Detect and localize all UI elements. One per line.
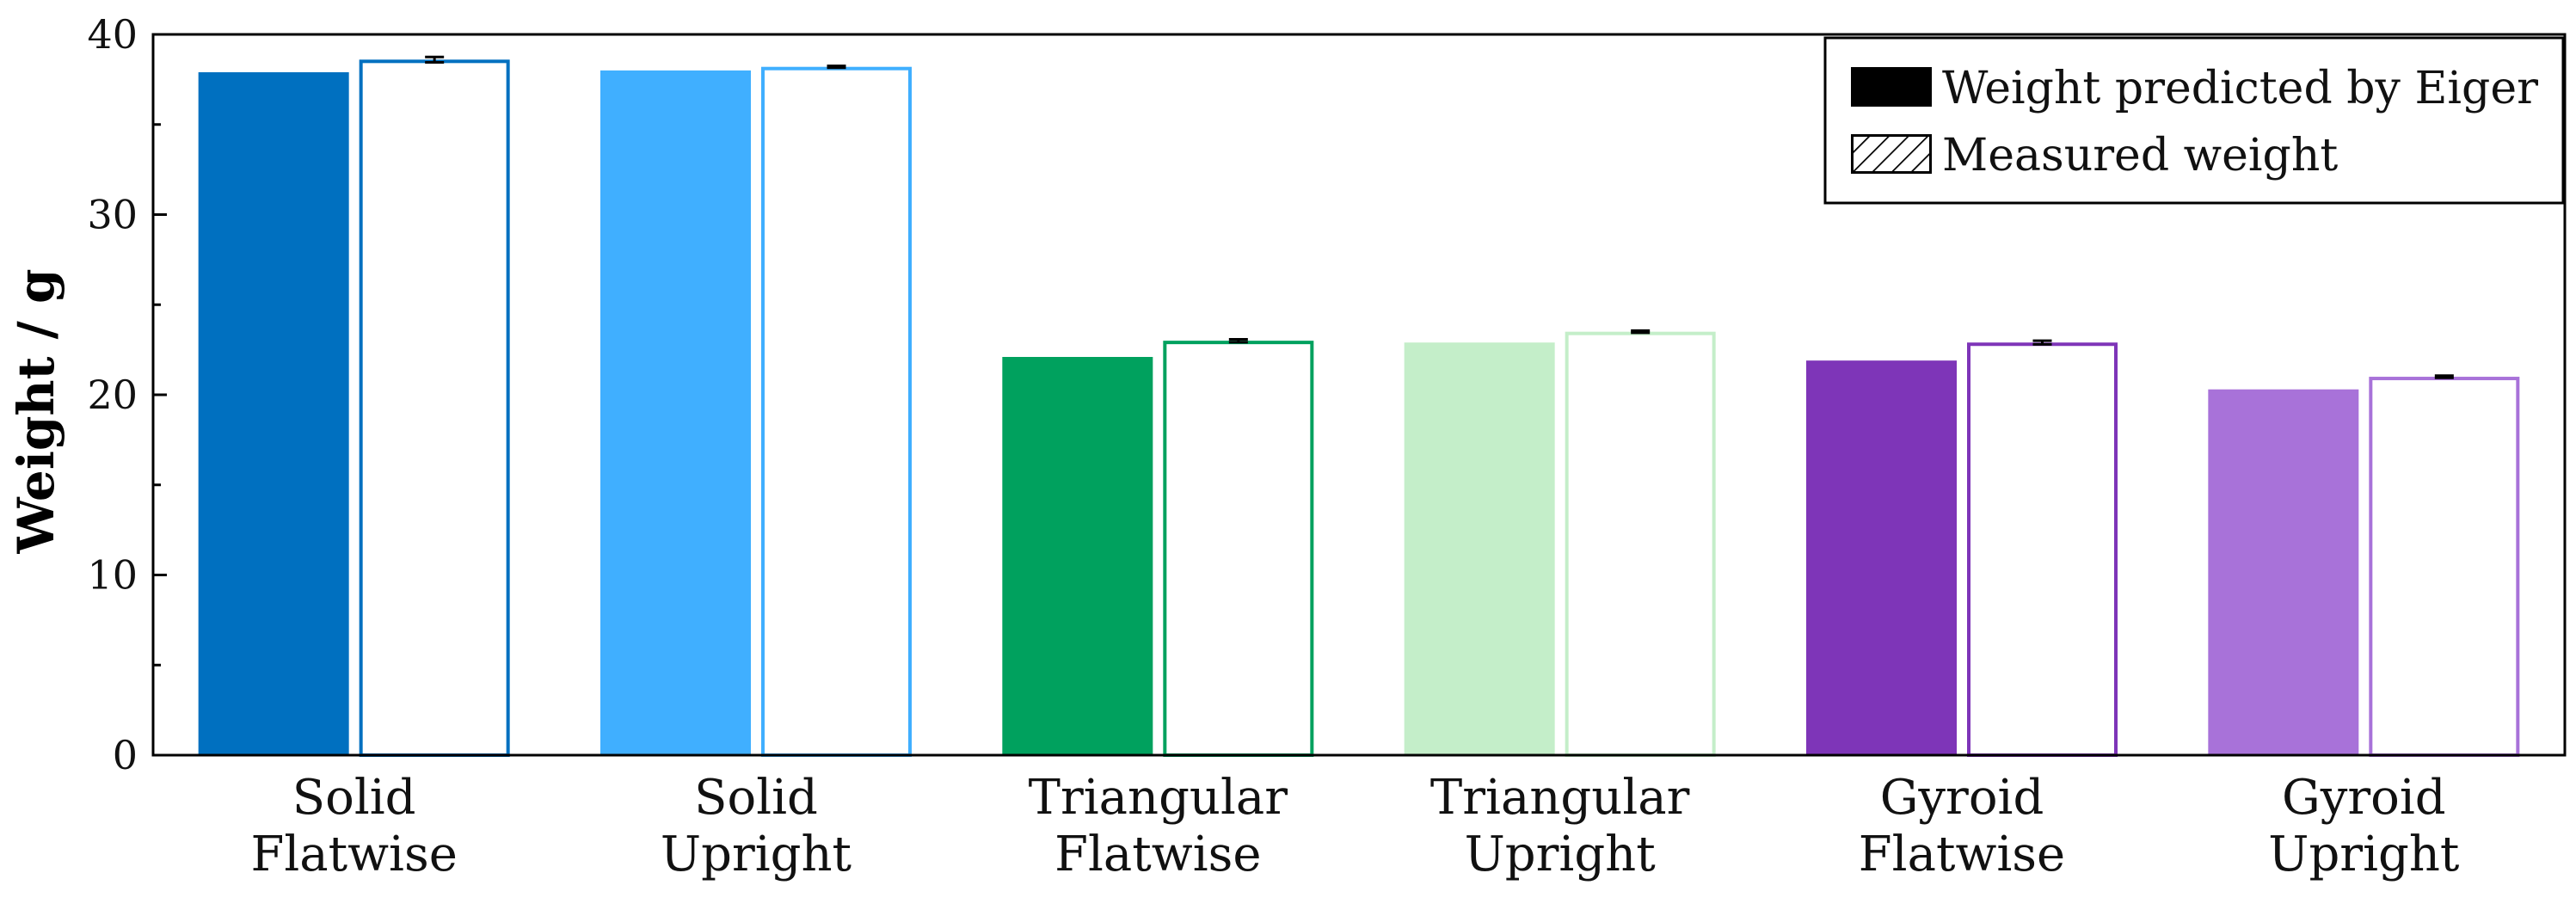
legend-label-measured: Measured weight (1942, 130, 2338, 181)
bar-measured-1 (761, 66, 912, 757)
y-tick-label: 30 (87, 192, 138, 238)
axes-layer: SolidFlatwiseSolidUprightTriangularFlatw… (87, 11, 2567, 882)
bar-predicted-3 (1404, 342, 1555, 755)
bars-layer (198, 55, 2520, 757)
y-tick-label: 40 (87, 11, 138, 58)
legend-frame (1823, 36, 2565, 205)
x-tick-label: Solid (694, 770, 818, 826)
error-bar-1 (827, 65, 846, 70)
x-tick-label: Triangular (1029, 770, 1288, 826)
x-tick-label: Flatwise (1054, 827, 1261, 882)
bar-predicted-0 (198, 71, 349, 756)
y-tick-label: 0 (113, 732, 138, 778)
y-tick-label: 20 (87, 372, 138, 418)
y-tick-label: 10 (87, 552, 138, 599)
legend: Weight predicted by Eiger Measured weight (1823, 36, 2565, 205)
error-bar-5 (2434, 374, 2454, 379)
x-tick-label: Solid (292, 770, 416, 826)
bar-measured-0 (359, 59, 510, 757)
x-tick-label: Upright (2268, 827, 2460, 882)
bar-measured-5 (2369, 377, 2520, 757)
bar-measured-4 (1967, 342, 2118, 757)
bar-predicted-1 (600, 70, 751, 755)
error-bar-3 (1631, 329, 1651, 335)
x-tick-label: Upright (661, 827, 852, 882)
error-bar-2 (1228, 337, 1248, 344)
x-tick-label: Triangular (1430, 770, 1690, 826)
x-tick-label: Flatwise (250, 827, 457, 882)
bar-measured-3 (1565, 331, 1716, 757)
bar-predicted-4 (1806, 360, 1957, 755)
x-tick-label: Gyroid (1880, 770, 2044, 826)
legend-label-predicted: Weight predicted by Eiger (1942, 63, 2538, 114)
legend-swatch-predicted (1851, 67, 1932, 107)
x-tick-label: Flatwise (1859, 827, 2065, 882)
error-bar-0 (425, 55, 445, 64)
x-tick-label: Gyroid (2282, 770, 2446, 826)
error-bar-4 (2032, 339, 2052, 346)
x-tick-label: Upright (1465, 827, 1657, 882)
legend-swatch-measured (1851, 134, 1932, 174)
bar-predicted-2 (1002, 357, 1153, 755)
bar-measured-2 (1163, 341, 1314, 757)
bar-predicted-5 (2208, 389, 2359, 755)
y-axis-title: Weight / g (7, 269, 65, 555)
